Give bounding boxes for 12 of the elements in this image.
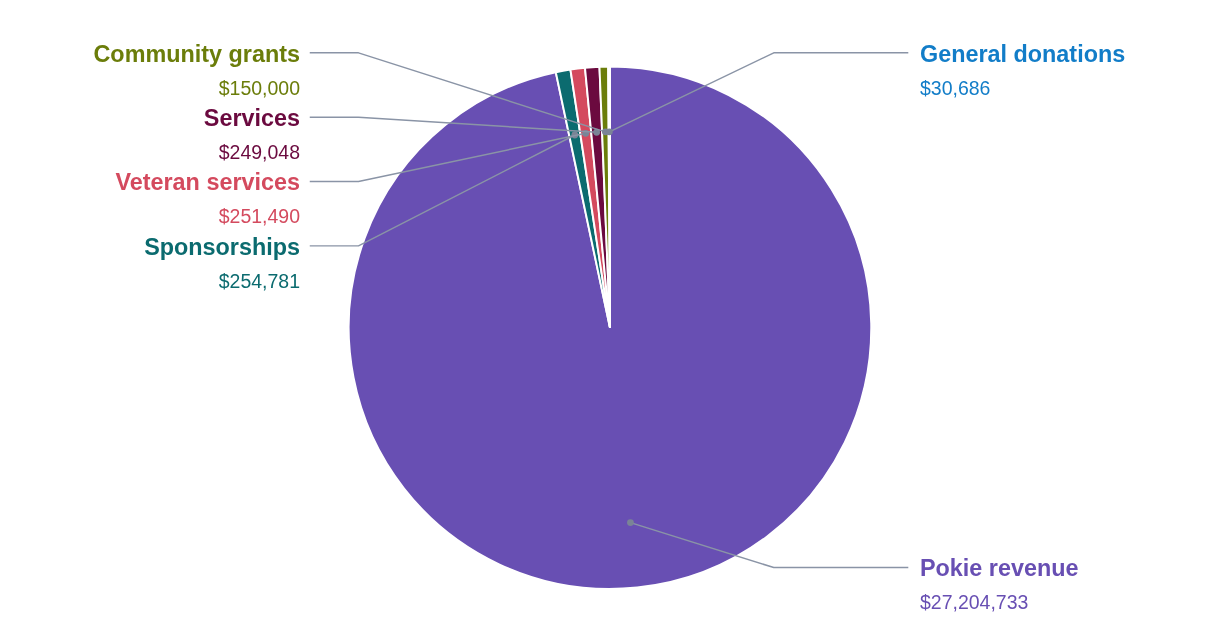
data-label: $150,000 [218,76,301,99]
data-label: $254,781 [218,269,300,292]
slice-label: Pokie revenue [920,555,1079,582]
slice-label: Sponsorships [144,233,300,260]
slice-label: Community grants [93,40,300,67]
data-label: $251,490 [218,205,301,228]
data-label: $30,686 [920,76,991,99]
slice-label: General donations [920,40,1126,67]
slice-label: Services [203,104,300,131]
data-label: $27,204,733 [920,591,1029,614]
data-label: $249,048 [218,141,300,164]
slice-label: Veteran services [115,169,300,196]
